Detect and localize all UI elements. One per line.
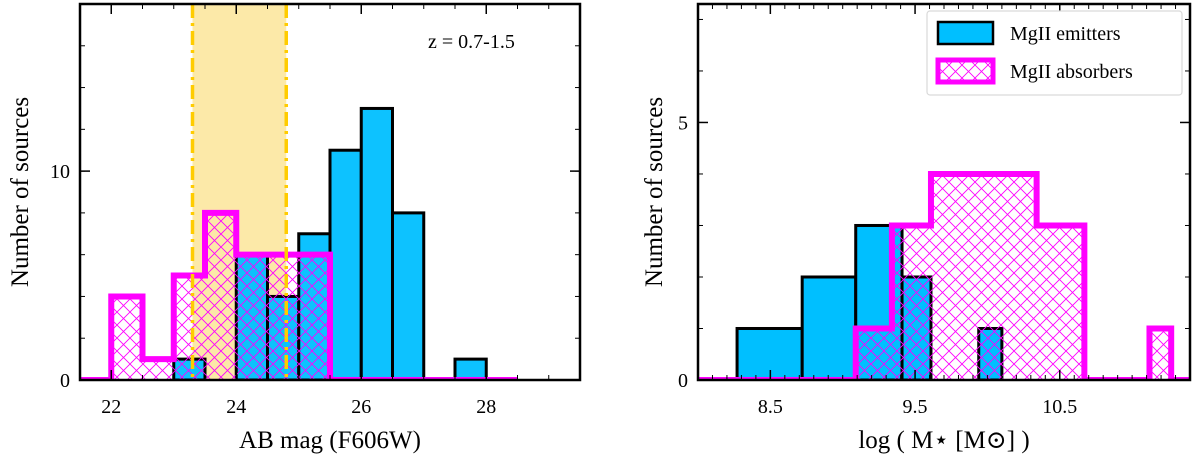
right-y-tick-label: 5 (678, 112, 688, 134)
right-absorber-hatch (1149, 328, 1172, 380)
right-x-tick-label: 8.5 (758, 396, 783, 418)
right-plot-area (698, 170, 1190, 380)
left-panel: 22 24 26 28 0 10 z = 0.7-1.5 AB mag (F606W) N… (7, 2, 582, 454)
left-absorber-hatch (298, 254, 330, 380)
left-annotation: z = 0.7-1.5 (428, 31, 515, 53)
right-x-tick-label: 9.5 (903, 396, 928, 418)
right-absorber-hatch (930, 173, 1037, 380)
legend: MgII emitters MgII absorbers (926, 10, 1183, 96)
right-emitter-bar (735, 326, 804, 380)
left-emitter-bar (328, 148, 363, 380)
left-absorber-hatch (111, 296, 143, 380)
left-absorber-hatch (205, 212, 237, 380)
right-absorber-hatch (855, 328, 892, 380)
left-emitter-bar (391, 211, 426, 380)
left-plot-area (80, 4, 518, 380)
left-x-tick-label: 28 (476, 396, 496, 418)
left-y-tick-label: 0 (60, 370, 70, 392)
left-y-tick-label: 10 (50, 161, 70, 183)
legend-label-absorbers: MgII absorbers (1010, 61, 1133, 83)
left-ticks: 22 24 26 28 0 10 (50, 3, 581, 418)
legend-swatch-emitters (936, 20, 995, 46)
right-absorber-hatch (1036, 225, 1085, 380)
right-ticks: 8.5 9.5 10.5 0 5 (678, 4, 1191, 418)
left-x-axis-label: AB mag (F606W) (239, 427, 421, 454)
right-x-tick-label: 10.5 (1042, 396, 1077, 418)
left-absorber-hatch (173, 275, 205, 380)
left-x-tick-label: 24 (226, 396, 246, 418)
right-y-axis-label: Number of sources (641, 97, 668, 287)
right-y-tick-label: 0 (678, 370, 688, 392)
right-panel: 8.5 9.5 10.5 0 5 log ( M⋆ [M⊙] ) Number of s… (641, 2, 1192, 454)
left-y-axis-label: Number of sources (7, 97, 34, 287)
legend-swatch-absorbers (935, 57, 996, 85)
left-absorber-hatch (267, 254, 299, 380)
right-emitter-bar (800, 275, 858, 380)
left-absorber-outline (80, 209, 518, 380)
right-x-axis-label: log ( M⋆ [M⊙] ) (858, 427, 1029, 454)
left-x-tick-label: 22 (101, 396, 121, 418)
legend-label-emitters: MgII emitters (1010, 23, 1121, 45)
left-absorber-hatch (236, 254, 268, 380)
right-x-axis-label-text: log ( M⋆ [M⊙] ) (858, 427, 1029, 454)
left-absorber-hatch (142, 359, 174, 380)
left-x-tick-label: 26 (351, 396, 371, 418)
right-absorber-outline (698, 170, 1190, 380)
left-emitter-bar (359, 106, 394, 380)
right-absorber-hatch (891, 225, 931, 380)
left-emitter-bar (453, 357, 488, 380)
